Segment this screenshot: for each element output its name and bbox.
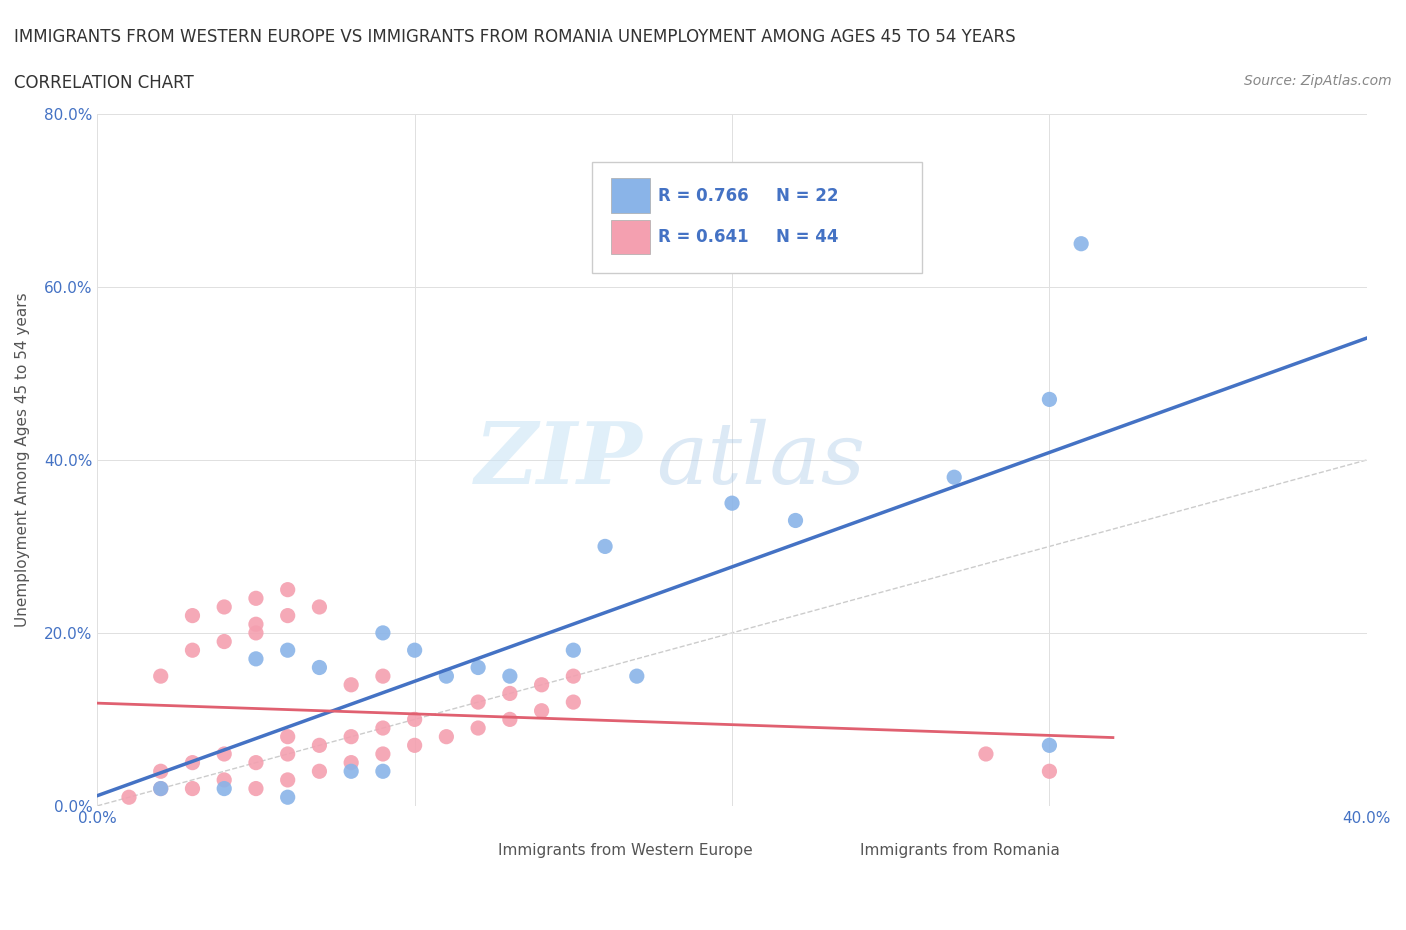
- Point: [562, 643, 585, 658]
- Point: [1070, 236, 1092, 251]
- Point: [212, 600, 235, 615]
- Point: [277, 729, 299, 744]
- Point: [277, 790, 299, 804]
- Text: atlas: atlas: [655, 418, 865, 501]
- Text: N = 44: N = 44: [776, 228, 839, 246]
- Point: [499, 669, 522, 684]
- Point: [245, 626, 267, 641]
- Point: [371, 669, 394, 684]
- Text: Source: ZipAtlas.com: Source: ZipAtlas.com: [1244, 74, 1392, 88]
- Point: [499, 712, 522, 727]
- Point: [149, 764, 172, 778]
- Point: [245, 591, 267, 605]
- Point: [308, 764, 330, 778]
- Point: [245, 755, 267, 770]
- Point: [371, 764, 394, 778]
- Point: [404, 737, 426, 752]
- Point: [340, 764, 363, 778]
- Text: Immigrants from Western Europe: Immigrants from Western Europe: [499, 843, 754, 857]
- Point: [404, 712, 426, 727]
- Text: Immigrants from Romania: Immigrants from Romania: [860, 843, 1060, 857]
- Text: CORRELATION CHART: CORRELATION CHART: [14, 74, 194, 92]
- Text: ZIP: ZIP: [475, 418, 643, 501]
- Text: R = 0.766: R = 0.766: [658, 187, 749, 205]
- Point: [181, 781, 204, 796]
- Point: [181, 755, 204, 770]
- Point: [434, 729, 457, 744]
- Point: [974, 747, 997, 762]
- Point: [277, 773, 299, 788]
- Point: [467, 660, 489, 675]
- Text: IMMIGRANTS FROM WESTERN EUROPE VS IMMIGRANTS FROM ROMANIA UNEMPLOYMENT AMONG AGE: IMMIGRANTS FROM WESTERN EUROPE VS IMMIGR…: [14, 28, 1015, 46]
- Point: [1038, 764, 1060, 778]
- FancyBboxPatch shape: [451, 840, 492, 860]
- Point: [467, 695, 489, 710]
- Point: [593, 539, 616, 554]
- Point: [562, 695, 585, 710]
- Point: [181, 643, 204, 658]
- Text: R = 0.641: R = 0.641: [658, 228, 749, 246]
- Point: [371, 721, 394, 736]
- Point: [308, 660, 330, 675]
- FancyBboxPatch shape: [592, 163, 922, 273]
- Point: [212, 747, 235, 762]
- Point: [721, 496, 744, 511]
- FancyBboxPatch shape: [612, 179, 650, 213]
- Point: [626, 669, 648, 684]
- Point: [245, 651, 267, 666]
- Point: [371, 747, 394, 762]
- FancyBboxPatch shape: [612, 219, 650, 255]
- Point: [785, 513, 807, 528]
- Point: [277, 747, 299, 762]
- Point: [277, 643, 299, 658]
- Point: [530, 677, 553, 692]
- Point: [212, 634, 235, 649]
- Point: [530, 703, 553, 718]
- Point: [308, 737, 330, 752]
- Point: [943, 470, 966, 485]
- Point: [404, 643, 426, 658]
- Point: [149, 781, 172, 796]
- FancyBboxPatch shape: [813, 840, 853, 860]
- Point: [277, 582, 299, 597]
- Point: [340, 729, 363, 744]
- Point: [499, 686, 522, 701]
- Point: [212, 773, 235, 788]
- Y-axis label: Unemployment Among Ages 45 to 54 years: Unemployment Among Ages 45 to 54 years: [15, 293, 30, 627]
- Point: [277, 608, 299, 623]
- Point: [149, 781, 172, 796]
- Point: [149, 669, 172, 684]
- Point: [562, 669, 585, 684]
- Point: [245, 617, 267, 631]
- Text: N = 22: N = 22: [776, 187, 839, 205]
- Point: [340, 755, 363, 770]
- Point: [371, 626, 394, 641]
- Point: [1038, 392, 1060, 406]
- Point: [1038, 737, 1060, 752]
- Point: [434, 669, 457, 684]
- Point: [340, 677, 363, 692]
- Point: [212, 781, 235, 796]
- Point: [118, 790, 141, 804]
- Point: [308, 600, 330, 615]
- Point: [245, 781, 267, 796]
- Point: [467, 721, 489, 736]
- Point: [181, 608, 204, 623]
